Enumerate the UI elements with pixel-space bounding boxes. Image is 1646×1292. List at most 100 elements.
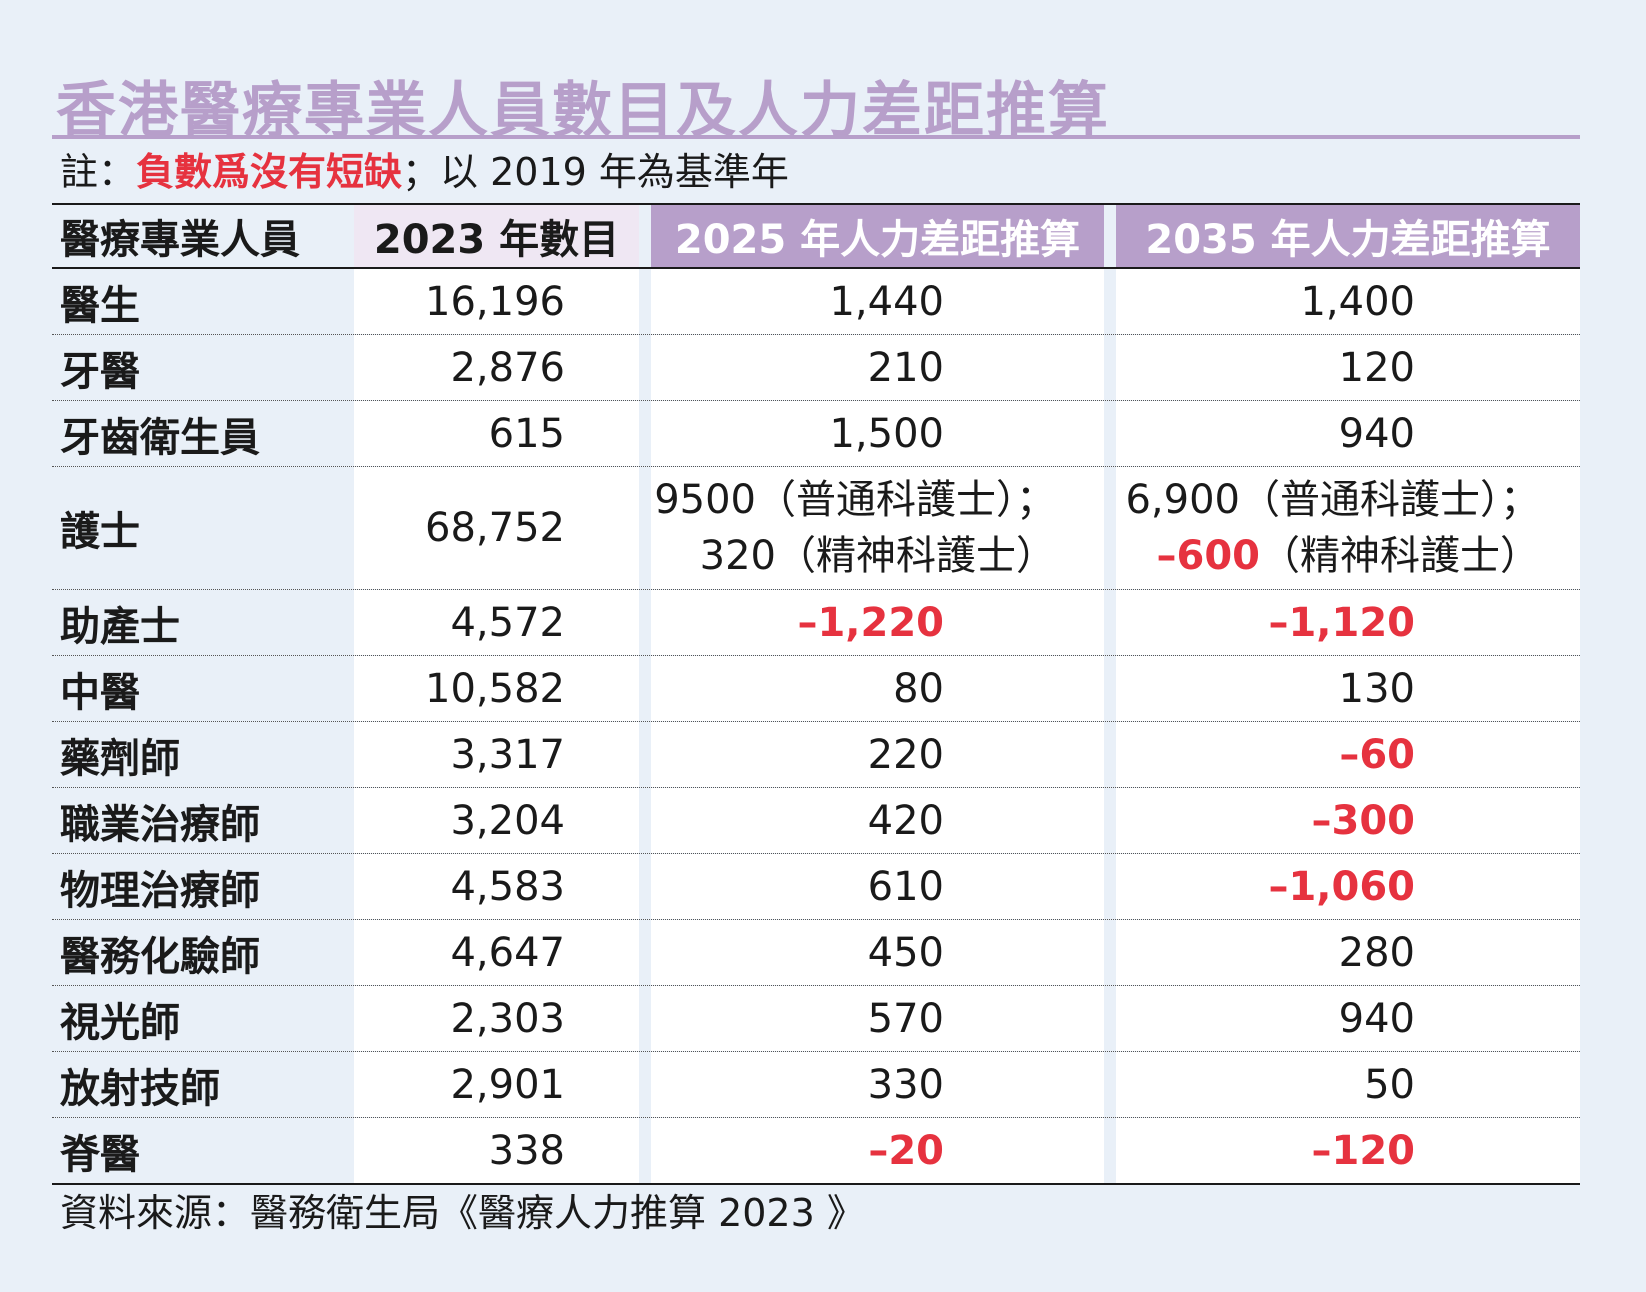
count-2023: 3,204 [354, 788, 639, 853]
profession-name: 牙醫 [60, 348, 140, 395]
profession-name: 助產士 [60, 603, 180, 650]
table-row: 視光師 2,303 570 940 [52, 986, 1580, 1051]
header-rule [52, 267, 1580, 269]
count-2023: 4,583 [354, 854, 639, 919]
count-2023: 4,647 [354, 920, 639, 985]
gap-2035: 940 [1116, 401, 1580, 466]
gap-2025: 610 [651, 854, 1104, 919]
gap-2035: –300 [1116, 788, 1580, 853]
row-separator [52, 589, 1580, 590]
count-2023: 615 [354, 401, 639, 466]
profession-name: 中醫 [60, 669, 140, 716]
profession-name: 脊醫 [60, 1131, 140, 1178]
row-separator [52, 853, 1580, 854]
table-row: 中醫 10,582 80 130 [52, 656, 1580, 721]
gap-2025-line: 320（精神科護士） [699, 533, 1056, 579]
row-separator [52, 1051, 1580, 1052]
gap-2025: 450 [651, 920, 1104, 985]
gap-2035: –1,120 [1116, 590, 1580, 655]
profession-name: 藥劑師 [60, 735, 180, 782]
row-separator [52, 334, 1580, 335]
gap-2035: –120 [1116, 1118, 1580, 1183]
table-row: 助產士 4,572 –1,220 –1,120 [52, 590, 1580, 655]
gap-2025: 210 [651, 335, 1104, 400]
header-count-2023: 2023 年數目 [354, 205, 639, 267]
count-2023: 2,876 [354, 335, 639, 400]
row-separator [52, 1117, 1580, 1118]
gap-2035: 280 [1116, 920, 1580, 985]
title-divider [52, 135, 1580, 139]
count-2023: 16,196 [354, 269, 639, 334]
table-row: 牙齒衛生員 615 1,500 940 [52, 401, 1580, 466]
table-row: 職業治療師 3,204 420 –300 [52, 788, 1580, 853]
gap-2025: 1,500 [651, 401, 1104, 466]
gap-2025: 9500（普通科護士）； 320（精神科護士） [651, 467, 1104, 589]
profession-name: 視光師 [60, 999, 180, 1046]
profession-name: 醫生 [60, 282, 140, 329]
row-separator [52, 466, 1580, 467]
gap-2035: 1,400 [1116, 269, 1580, 334]
gap-2035: –1,060 [1116, 854, 1580, 919]
header-profession: 醫療專業人員 [60, 217, 300, 263]
table-row: 放射技師 2,901 330 50 [52, 1052, 1580, 1117]
table-row: 藥劑師 3,317 220 –60 [52, 722, 1580, 787]
row-separator [52, 787, 1580, 788]
row-separator [52, 985, 1580, 986]
count-2023: 68,752 [354, 467, 639, 589]
profession-name: 護士 [60, 509, 140, 555]
page-title: 香港醫療專業人員數目及人力差距推算 [56, 76, 1110, 146]
table-row: 牙醫 2,876 210 120 [52, 335, 1580, 400]
gap-2025: –1,220 [651, 590, 1104, 655]
table-row: 醫務化驗師 4,647 450 280 [52, 920, 1580, 985]
gap-2025: 1,440 [651, 269, 1104, 334]
gap-2035: 120 [1116, 335, 1580, 400]
table-bottom-rule [52, 1183, 1580, 1185]
source-note: 資料來源：醫務衛生局《醫療人力推算 2023 》 [60, 1191, 865, 1235]
manpower-table: 醫療專業人員 2023 年數目 2025 年人力差距推算 2035 年人力差距推… [52, 203, 1580, 1185]
table-header-row: 醫療專業人員 2023 年數目 2025 年人力差距推算 2035 年人力差距推… [52, 205, 1580, 267]
count-2023: 3,317 [354, 722, 639, 787]
count-2023: 2,901 [354, 1052, 639, 1117]
gap-2025-line: 9500（普通科護士）； [654, 477, 1056, 523]
gap-2025: 220 [651, 722, 1104, 787]
gap-2025: 570 [651, 986, 1104, 1051]
table-top-rule [52, 203, 1580, 205]
profession-name: 牙齒衛生員 [60, 414, 260, 461]
table-row: 脊醫 338 –20 –120 [52, 1118, 1580, 1183]
gap-2025: 330 [651, 1052, 1104, 1117]
gap-2035: –60 [1116, 722, 1580, 787]
row-separator [52, 655, 1580, 656]
gap-2035: 130 [1116, 656, 1580, 721]
table-row: 護士 68,752 9500（普通科護士）； 320（精神科護士） 6,900（普通科護… [52, 467, 1580, 589]
row-separator [52, 919, 1580, 920]
gap-2035: 6,900（普通科護士）； –600（精神科護士） [1116, 467, 1580, 589]
note: 註：負數爲沒有短缺；以 2019 年為基準年 [60, 146, 789, 198]
note-suffix: ；以 2019 年為基準年 [402, 150, 789, 194]
count-2023: 4,572 [354, 590, 639, 655]
note-highlight: 負數爲沒有短缺 [136, 150, 403, 194]
gap-2035: 50 [1116, 1052, 1580, 1117]
note-prefix: 註： [60, 150, 137, 194]
gap-2025: 80 [651, 656, 1104, 721]
profession-name: 物理治療師 [60, 867, 260, 914]
table-row: 醫生 16,196 1,440 1,400 [52, 269, 1580, 334]
count-2023: 10,582 [354, 656, 639, 721]
count-2023: 338 [354, 1118, 639, 1183]
count-2023: 2,303 [354, 986, 639, 1051]
gap-2025: 420 [651, 788, 1104, 853]
row-separator [52, 400, 1580, 401]
row-separator [52, 721, 1580, 722]
gap-2035: 940 [1116, 986, 1580, 1051]
gap-2025: –20 [651, 1118, 1104, 1183]
gap-2035-line: –600（精神科護士） [1157, 528, 1541, 584]
gap-2035-line-text: （精神科護士） [1260, 533, 1540, 579]
table-body: 醫生 16,196 1,440 1,400 牙醫 2,876 210 120 牙齒衛生員 615 1… [52, 269, 1580, 1183]
gap-2035-line: 6,900（普通科護士）； [1125, 477, 1540, 523]
profession-name: 放射技師 [60, 1065, 220, 1112]
table-row: 物理治療師 4,583 610 –1,060 [52, 854, 1580, 919]
profession-name: 醫務化驗師 [60, 933, 260, 980]
header-gap-2035: 2035 年人力差距推算 [1116, 205, 1580, 267]
gap-2035-negative-value: –600 [1156, 533, 1261, 579]
header-gap-2025: 2025 年人力差距推算 [651, 205, 1104, 267]
profession-name: 職業治療師 [60, 801, 260, 848]
